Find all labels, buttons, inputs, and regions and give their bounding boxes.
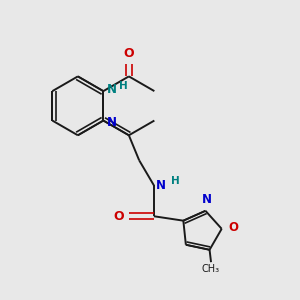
Text: N: N bbox=[107, 116, 117, 128]
Text: N: N bbox=[107, 83, 117, 96]
Text: CH₃: CH₃ bbox=[202, 264, 220, 274]
Text: N: N bbox=[156, 179, 166, 192]
Text: N: N bbox=[202, 193, 212, 206]
Text: O: O bbox=[114, 210, 124, 223]
Text: O: O bbox=[228, 221, 238, 234]
Text: O: O bbox=[124, 47, 134, 60]
Text: H: H bbox=[119, 81, 128, 91]
Text: H: H bbox=[171, 176, 180, 186]
